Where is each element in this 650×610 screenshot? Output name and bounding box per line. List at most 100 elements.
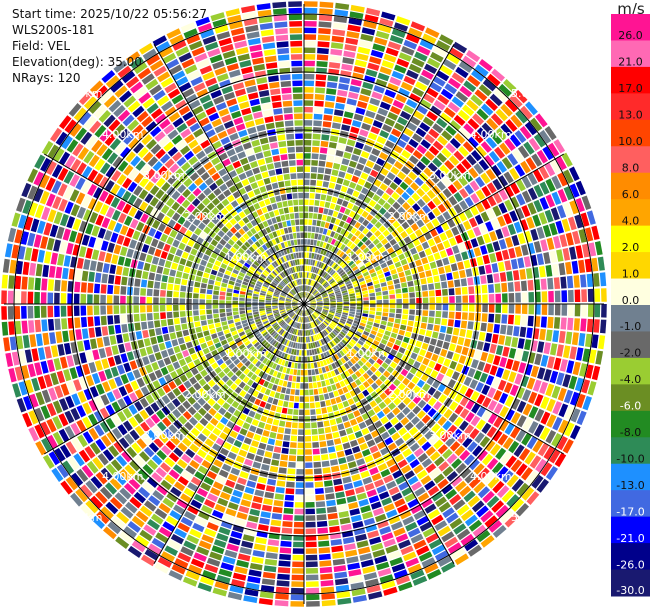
ppi-gate [388, 337, 396, 344]
ppi-gate [269, 369, 275, 376]
ppi-gate [530, 365, 539, 378]
ppi-gate [305, 548, 318, 554]
ppi-gate [551, 175, 562, 190]
ppi-gate [281, 264, 286, 270]
ppi-gate [281, 338, 286, 345]
ppi-gate [157, 556, 172, 568]
ppi-gate [226, 296, 232, 301]
ppi-gate [433, 401, 442, 411]
ppi-gate [446, 471, 458, 482]
ppi-gate [34, 277, 41, 291]
ppi-gate [314, 311, 320, 316]
ppi-gate [234, 337, 241, 344]
ppi-gate [417, 198, 426, 208]
ppi-gate [356, 304, 363, 307]
ppi-gate [197, 465, 209, 475]
ppi-gate [313, 312, 319, 317]
ppi-gate [292, 328, 296, 335]
ppi-gate [224, 549, 238, 559]
ppi-gate [250, 235, 257, 243]
ppi-gate [328, 357, 334, 364]
ppi-gate [331, 169, 339, 177]
ppi-gate [410, 182, 420, 191]
ppi-gate [214, 503, 226, 513]
ppi-gate [486, 353, 495, 364]
ppi-gate [244, 486, 255, 495]
ppi-gate [262, 571, 276, 579]
ppi-gate [394, 122, 405, 132]
ppi-gate [340, 372, 347, 380]
ppi-gate [463, 220, 472, 231]
ppi-gate [295, 342, 298, 349]
ppi-gate [234, 231, 242, 239]
ppi-gate [285, 325, 290, 331]
ppi-gate [416, 188, 426, 197]
ppi-gate [31, 248, 39, 262]
ppi-gate [236, 340, 243, 347]
ppi-gate [403, 336, 410, 344]
ppi-gate [509, 210, 519, 222]
ppi-gate [280, 329, 285, 336]
ppi-gate [265, 552, 278, 560]
ppi-gate [46, 418, 57, 433]
ppi-gate [226, 436, 235, 445]
ppi-gate [383, 474, 394, 484]
ppi-gate [299, 330, 302, 336]
ppi-gate [333, 263, 339, 270]
ppi-gate [505, 358, 514, 370]
ppi-gate [310, 280, 313, 286]
ppi-gate [199, 293, 206, 299]
ppi-gate [471, 150, 482, 162]
ppi-gate [220, 339, 228, 346]
ppi-gate [406, 275, 413, 282]
ppi-gate [495, 127, 508, 141]
ppi-gate [335, 2, 350, 10]
ppi-gate [251, 419, 259, 427]
ppi-gate [292, 300, 298, 303]
ppi-gate [369, 536, 382, 545]
ppi-gate [360, 33, 374, 42]
ppi-gate [454, 279, 461, 287]
ppi-gate [54, 292, 60, 304]
ppi-gate [281, 527, 293, 534]
ppi-gate [321, 312, 328, 316]
ppi-gate [464, 514, 478, 527]
ppi-gate [365, 231, 373, 239]
ppi-gate [201, 459, 212, 469]
ppi-gate [83, 96, 97, 110]
ppi-gate [312, 442, 320, 448]
ppi-gate [375, 315, 382, 320]
ppi-gate [265, 307, 272, 310]
ppi-gate [347, 24, 361, 33]
ppi-gate [520, 105, 533, 120]
ppi-gate [345, 37, 359, 45]
ppi-gate [235, 321, 242, 327]
ppi-gate [306, 574, 319, 581]
ppi-gate [216, 388, 225, 397]
ppi-gate [442, 341, 450, 350]
ppi-gate [350, 126, 360, 134]
ppi-gate [318, 434, 326, 441]
ppi-gate [50, 127, 63, 142]
ppi-gate [345, 489, 355, 497]
ppi-gate [486, 182, 497, 194]
ppi-gate [340, 394, 347, 402]
ppi-gate [395, 533, 409, 543]
ppi-gate [358, 498, 369, 507]
ppi-gate [145, 417, 156, 428]
ppi-gate [356, 306, 363, 310]
ppi-gate [360, 244, 367, 251]
ppi-gate [490, 443, 501, 456]
ppi-gate [249, 355, 256, 363]
ppi-gate [457, 261, 465, 270]
ppi-gate [437, 203, 447, 213]
ppi-gate [481, 198, 491, 210]
ppi-gate [288, 319, 293, 325]
ppi-gate [284, 316, 290, 321]
ppi-gate [265, 367, 271, 374]
ppi-gate [373, 405, 381, 414]
ppi-gate [334, 353, 340, 360]
ppi-gate [584, 227, 594, 242]
ppi-gate [304, 133, 312, 139]
ppi-gate [212, 295, 219, 300]
